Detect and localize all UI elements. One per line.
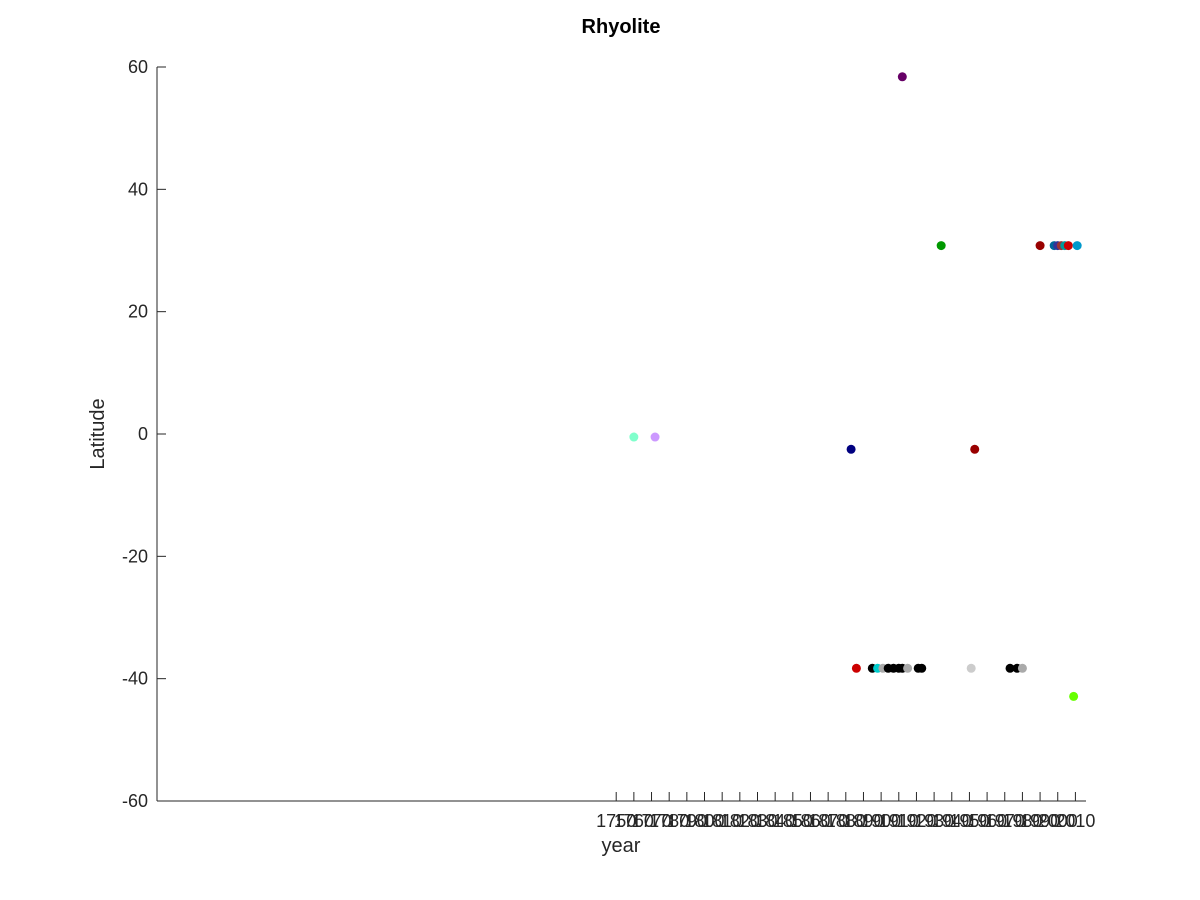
x-tick-label: 1980: [1002, 811, 1042, 831]
axes: [156, 67, 1086, 802]
x-tick-label: 1780: [649, 811, 689, 831]
y-tick-label: -40: [122, 669, 148, 689]
x-tick-label: 1910: [879, 811, 919, 831]
x-tick-label: 1970: [985, 811, 1025, 831]
data-point: [1063, 241, 1073, 251]
data-point: [851, 663, 861, 673]
x-tick-label: 1870: [808, 811, 848, 831]
x-tick-label: 2000: [1038, 811, 1078, 831]
x-tick-label: 1890: [843, 811, 883, 831]
x-tick-label: 1820: [720, 811, 760, 831]
data-point: [1072, 241, 1082, 251]
data-point: [1017, 663, 1027, 673]
y-tick-label: -20: [122, 546, 148, 566]
x-tick-label: 1850: [773, 811, 813, 831]
x-tick-label: 1810: [702, 811, 742, 831]
y-tick-label: 60: [128, 57, 148, 77]
data-point: [903, 663, 913, 673]
data-point: [629, 432, 639, 442]
x-axis-label: year: [602, 835, 641, 857]
x-tick-label: 1790: [667, 811, 707, 831]
x-tick-label: 1990: [1020, 811, 1060, 831]
data-point: [966, 663, 976, 673]
y-axis-ticks: -60 -40 -20 0 20 40 60: [122, 57, 166, 811]
data-point: [897, 72, 907, 82]
y-tick-label: 0: [138, 424, 148, 444]
data-point: [1069, 691, 1079, 701]
data-points: [629, 72, 1082, 701]
x-tick-label: 1920: [896, 811, 936, 831]
x-tick-label: 1840: [755, 811, 795, 831]
data-point: [917, 663, 927, 673]
x-tick-label: 1830: [737, 811, 777, 831]
x-tick-label: 1800: [684, 811, 724, 831]
x-tick-label: 1760: [614, 811, 654, 831]
y-tick-label: -60: [122, 791, 148, 811]
y-tick-label: 20: [128, 302, 148, 322]
data-point: [936, 241, 946, 251]
data-point: [970, 444, 980, 454]
data-point: [846, 444, 856, 454]
x-tick-label: 1930: [914, 811, 954, 831]
data-point: [1005, 663, 1015, 673]
x-tick-label: 1880: [826, 811, 866, 831]
x-tick-label: 1950: [949, 811, 989, 831]
x-tick-label: 1960: [967, 811, 1007, 831]
x-tick-label: 1900: [861, 811, 901, 831]
chart-title: Rhyolite: [582, 16, 661, 38]
x-tick-label: 2010: [1055, 811, 1095, 831]
x-tick-label: 1860: [790, 811, 830, 831]
x-tick-label: 1770: [632, 811, 672, 831]
data-point: [650, 432, 660, 442]
data-point: [1035, 241, 1045, 251]
x-tick-label: 1940: [932, 811, 972, 831]
x-axis-ticks: 1750176017701780179018001810182018301840…: [596, 792, 1095, 831]
y-tick-label: 40: [128, 179, 148, 199]
y-axis-label: Latitude: [87, 398, 109, 469]
x-tick-label: 1750: [596, 811, 636, 831]
